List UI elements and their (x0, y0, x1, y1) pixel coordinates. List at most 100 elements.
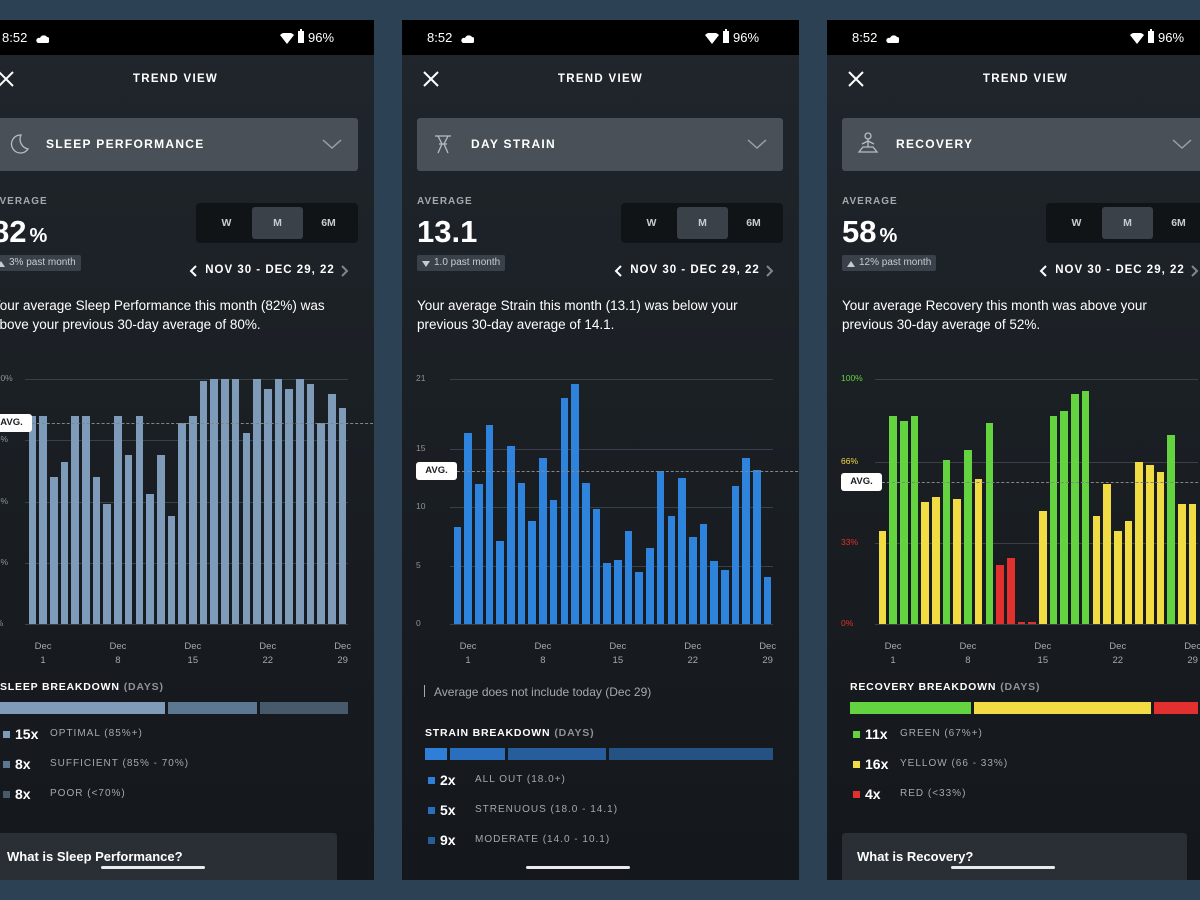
info-card[interactable]: What is Sleep Performance? (0, 833, 337, 880)
legend-swatch (3, 731, 10, 738)
x-tick-label: Dec 8 (959, 641, 977, 666)
bar (656, 471, 665, 624)
period-toggle: W M 6M (196, 203, 358, 243)
period-button[interactable]: W (221, 217, 232, 229)
metric-name: DAY STRAIN (471, 137, 557, 151)
status-time: 8:52 (2, 30, 28, 45)
bar (221, 379, 229, 624)
x-tick-label: Dec 1 (884, 641, 902, 666)
prev-range[interactable] (614, 264, 622, 282)
bar (678, 478, 686, 624)
metric-icon (855, 131, 881, 162)
bar (306, 383, 315, 624)
prev-range[interactable] (1039, 264, 1047, 282)
info-card-title: What is Sleep Performance? (7, 849, 183, 864)
metric-dropdown[interactable]: SLEEP PERFORMANCE (0, 118, 358, 171)
legend-swatch (853, 731, 860, 738)
period-button[interactable]: 6M (1171, 217, 1186, 229)
breakdown-label: POOR (<70%) (50, 788, 126, 799)
wifi-icon (1130, 31, 1144, 49)
bar (899, 420, 908, 624)
bar (742, 458, 751, 624)
metric-dropdown[interactable]: RECOVERY (842, 118, 1200, 171)
breakdown-name: STRAIN BREAKDOWN (425, 727, 551, 739)
y-tick-label: 66% (841, 456, 859, 467)
breakdown-segment (425, 748, 447, 760)
bar (996, 565, 1004, 624)
description: Your average Strain this month (13.1) wa… (417, 298, 738, 332)
period-button[interactable]: M (1102, 207, 1153, 239)
next-range[interactable] (766, 264, 774, 282)
chevron-left (189, 265, 197, 277)
x-tick-label: Dec 22 (1109, 641, 1127, 666)
change-badge: 3% past month (0, 255, 81, 271)
next-range[interactable] (1191, 264, 1199, 282)
x-tick-label: Dec 29 (759, 641, 777, 666)
period-button[interactable]: W (1071, 217, 1082, 229)
average-row: 13.1 (417, 214, 477, 250)
y-tick-label: 5 (416, 559, 421, 570)
close-button[interactable] (422, 70, 440, 88)
bar (1156, 472, 1165, 624)
breakdown-count: 15x (15, 726, 39, 742)
breakdown-label: SUFFICIENT (85% - 70%) (50, 758, 190, 769)
bar (317, 423, 326, 624)
legend-swatch (428, 777, 435, 784)
cloud (886, 35, 900, 43)
header-title: TREND VIEW (982, 73, 1069, 85)
arrow (0, 261, 5, 267)
x-tick-label: Dec 1 (459, 641, 477, 666)
bar (1071, 393, 1079, 624)
info-card[interactable]: What is Recovery? (842, 833, 1187, 880)
legend-swatch (853, 761, 860, 768)
breakdown-segment (449, 748, 505, 760)
bar (71, 415, 79, 624)
battery (298, 29, 304, 43)
breakdown-count: 8x (15, 756, 31, 772)
period-button[interactable]: 6M (746, 217, 761, 229)
bar (453, 527, 462, 624)
battery (723, 29, 729, 43)
grid-line (450, 379, 773, 380)
breakdown-count: 2x (440, 772, 456, 788)
bar (517, 482, 526, 624)
bar (285, 388, 293, 624)
bar (985, 423, 994, 624)
chevron-right (1191, 265, 1199, 277)
average-line (27, 423, 374, 425)
battery-level: 96% (733, 30, 760, 45)
bar (1103, 484, 1111, 624)
next-range[interactable] (341, 264, 349, 282)
average-row: 82% (0, 214, 47, 250)
bar (1146, 464, 1154, 624)
bar (253, 379, 261, 624)
average-label: AVG. (0, 414, 32, 433)
close-button[interactable] (847, 70, 865, 88)
bar (49, 477, 58, 624)
grid-line (875, 624, 1198, 625)
bar (92, 477, 101, 624)
bar (485, 424, 494, 624)
grid-line (450, 507, 773, 509)
close-button[interactable] (0, 70, 15, 88)
bar (82, 415, 90, 624)
prev-range[interactable] (189, 264, 197, 282)
metric-dropdown[interactable]: DAY STRAIN (417, 118, 783, 171)
chevron-right (341, 265, 349, 277)
dropdown-chevron (747, 137, 767, 155)
breakdown-title: SLEEP BREAKDOWN (DAYS) (0, 681, 164, 693)
change-text: 1.0 past month (434, 257, 501, 268)
breakdown-unit: (DAYS) (554, 727, 595, 739)
battery (1148, 29, 1154, 43)
dropdown-chevron (1172, 137, 1192, 155)
home-indicator (951, 866, 1055, 869)
x-tick-label: Dec 8 (109, 641, 127, 666)
grid-line (25, 379, 348, 380)
period-button[interactable]: M (677, 207, 728, 239)
status-time: 8:52 (427, 30, 453, 45)
period-button[interactable]: W (646, 217, 657, 229)
period-button[interactable]: M (252, 207, 303, 239)
description: Your average Sleep Performance this mont… (0, 298, 325, 332)
period-button[interactable]: 6M (321, 217, 336, 229)
bar (1081, 391, 1090, 624)
